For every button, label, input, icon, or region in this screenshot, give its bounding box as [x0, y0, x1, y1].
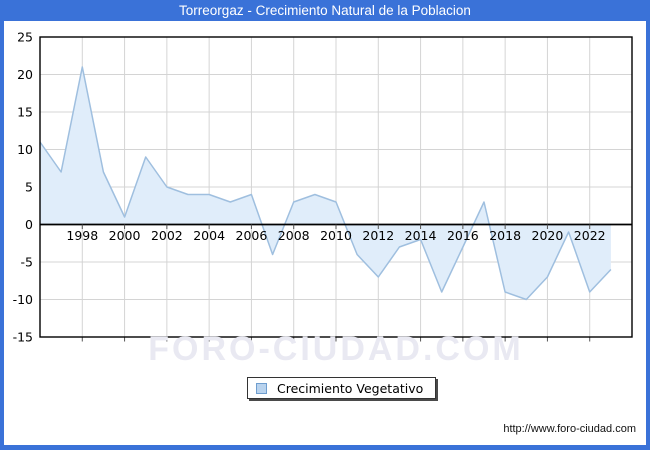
x-tick-label: 2022: [574, 228, 606, 243]
watermark: FORO-CIUDAD.COM: [148, 330, 524, 368]
area-fill: [40, 67, 611, 300]
y-tick-label: 20: [17, 67, 33, 82]
x-tick-label: 2010: [320, 228, 352, 243]
y-tick-label: 10: [17, 142, 33, 157]
x-tick-label: 2004: [193, 228, 225, 243]
legend-label: Crecimiento Vegetativo: [277, 380, 424, 396]
x-tick-label: 2020: [532, 228, 564, 243]
y-tick-label: 15: [17, 105, 33, 120]
x-tick-label: 2002: [151, 228, 183, 243]
plot-border: [39, 36, 633, 338]
x-tick-label: 2000: [109, 228, 141, 243]
y-tick-label: 5: [25, 180, 33, 195]
x-tick-label: 2014: [405, 228, 437, 243]
legend-marker-icon: [256, 382, 267, 394]
x-tick-label: 2008: [278, 228, 310, 243]
data-line: [39, 66, 612, 301]
x-tick-label: 2016: [447, 228, 479, 243]
y-tick-label: 25: [17, 30, 33, 45]
x-tick-label: 1998: [66, 228, 98, 243]
footer-url[interactable]: http://www.foro-ciudad.com: [503, 423, 636, 435]
x-tick-label: 2006: [236, 228, 268, 243]
y-tick-label: 0: [25, 217, 33, 232]
chart-title: Torreorgaz - Crecimiento Natural de la P…: [179, 3, 471, 18]
y-tick-label: -10: [13, 292, 33, 307]
title-bar: Torreorgaz - Crecimiento Natural de la P…: [4, 0, 646, 21]
legend: Crecimiento Vegetativo: [247, 377, 437, 399]
x-tick-label: 2018: [489, 228, 521, 243]
y-tick-label: -15: [13, 330, 33, 345]
y-tick-label: -5: [21, 255, 33, 270]
x-tick-label: 2012: [362, 228, 394, 243]
